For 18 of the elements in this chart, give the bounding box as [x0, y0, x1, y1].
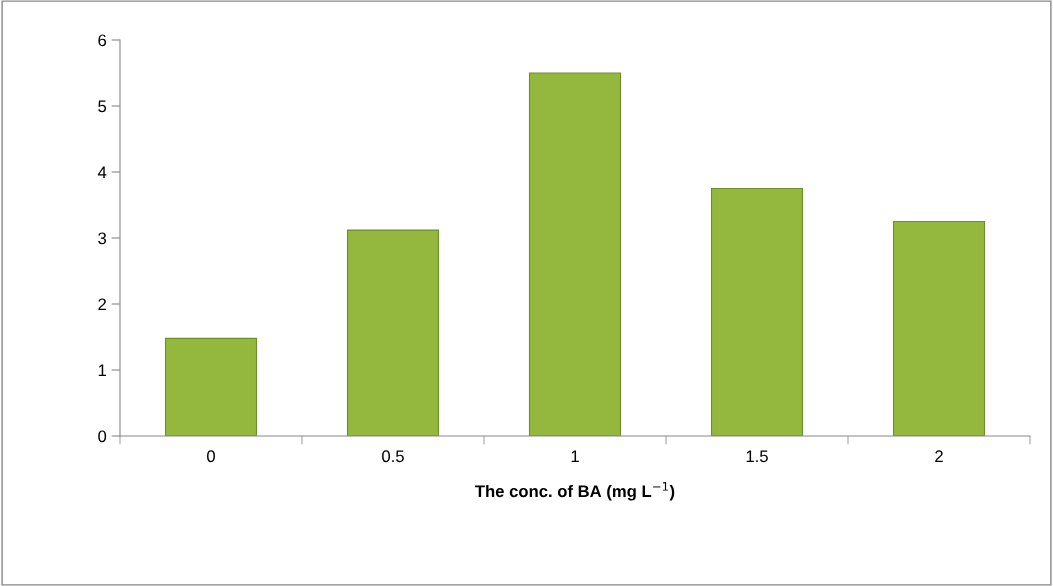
- bar: [346, 229, 440, 436]
- x-axis-title: The conc. of BA (mg L$^{−1}$): [475, 482, 675, 501]
- x-tick-label: 1: [571, 450, 579, 462]
- bar: [892, 220, 986, 436]
- x-tick-label: 0.5: [382, 450, 404, 463]
- y-tick-label: 2: [98, 298, 106, 311]
- y-tick-label: 3: [98, 232, 107, 245]
- y-tick-label: 6: [98, 34, 107, 47]
- y-tick-label: 1: [98, 364, 106, 377]
- bar: [528, 72, 622, 436]
- x-tick-label: 0: [207, 450, 215, 463]
- x-tick-label: 1.5: [746, 450, 768, 463]
- y-tick-label: 0: [98, 430, 107, 443]
- y-tick-label: 5: [98, 100, 107, 113]
- y-tick-label: 4: [97, 166, 107, 179]
- x-tick-label: 2: [935, 450, 943, 462]
- bar: [164, 337, 258, 436]
- bar: [710, 187, 804, 436]
